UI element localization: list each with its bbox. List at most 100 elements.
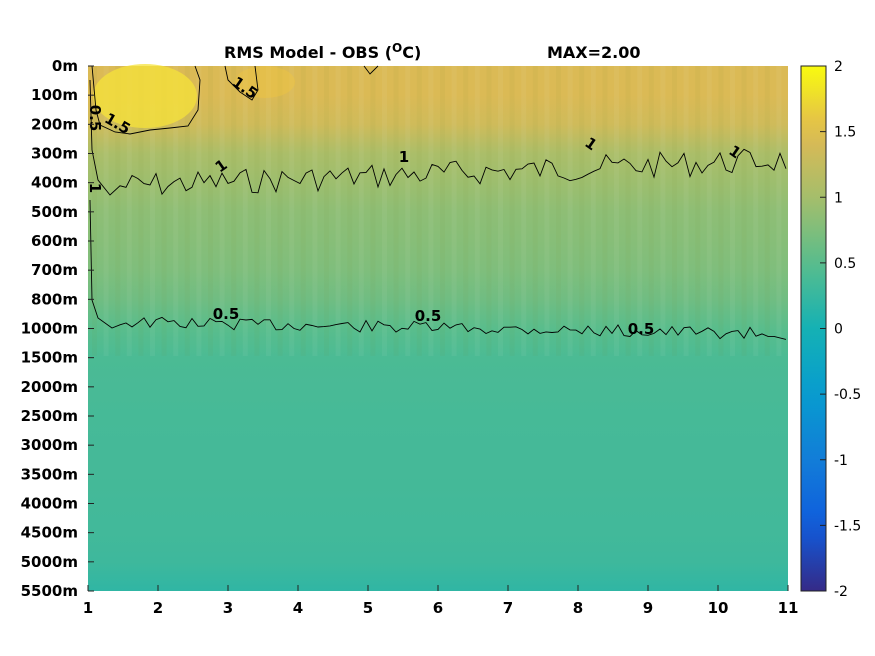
variability-band — [451, 66, 457, 356]
x-tick-label: 2 — [153, 599, 163, 617]
x-tick-label: 5 — [363, 599, 373, 617]
x-tick-label: 6 — [433, 599, 443, 617]
y-tick-label: 800m — [31, 290, 78, 308]
variability-band — [486, 66, 492, 356]
variability-band — [625, 66, 631, 356]
chart-title-main: RMS Model - OBS ( — [224, 43, 392, 62]
variability-band — [324, 66, 329, 356]
variability-band — [602, 66, 608, 356]
variability-band — [184, 66, 190, 356]
x-tick-label: 9 — [643, 599, 653, 617]
colorbar-tick-label: 1 — [834, 190, 843, 206]
variability-band — [405, 66, 411, 356]
variability-band — [208, 66, 213, 356]
y-tick-label: 300m — [31, 145, 78, 163]
contour-line-1-5 — [91, 65, 201, 135]
x-axis-ticks: 1 2 3 4 5 6 7 8 9 10 11 — [83, 585, 798, 617]
x-tick-label: 10 — [708, 599, 729, 617]
variability-band — [266, 66, 271, 356]
variability-band — [556, 66, 561, 356]
x-tick-label: 3 — [223, 599, 233, 617]
variability-band — [440, 66, 445, 356]
variability-band — [126, 66, 132, 356]
contour-label: 0.5 — [86, 105, 104, 132]
variability-band — [567, 66, 573, 356]
variability-band — [498, 66, 503, 356]
variability-band — [231, 66, 237, 356]
y-tick-label: 1000m — [21, 320, 78, 338]
variability-band — [695, 66, 701, 356]
max-hotspot — [93, 64, 197, 128]
contour-line-1 — [89, 79, 787, 196]
variability-band — [254, 66, 260, 356]
y-tick-label: 4000m — [21, 495, 78, 513]
variability-band — [683, 66, 689, 356]
colorbar-tick-label: 0 — [834, 322, 843, 338]
y-tick-label: 100m — [31, 86, 78, 104]
variability-band — [741, 66, 747, 356]
variability-band — [219, 66, 225, 356]
variability-band — [544, 66, 550, 356]
contour-label: 0.5 — [213, 305, 240, 323]
variability-band — [753, 66, 759, 356]
contour-line-1-5-fragment — [224, 65, 259, 101]
variability-band — [706, 66, 712, 356]
contour-line-1-5-fragment — [363, 65, 379, 75]
variability-band — [614, 66, 619, 356]
variability-band — [242, 66, 248, 356]
variability-band — [173, 66, 179, 356]
x-tick-label: 1 — [83, 599, 93, 617]
variability-band — [532, 66, 538, 356]
contour-label: 0.5 — [628, 320, 655, 338]
variability-band — [382, 66, 387, 356]
variability-band — [648, 66, 654, 356]
variability-band — [312, 66, 318, 356]
variability-band — [590, 66, 596, 356]
variability-band — [138, 66, 144, 356]
variability-band — [428, 66, 434, 356]
variability-band — [463, 66, 469, 356]
y-tick-label: 3500m — [21, 465, 78, 483]
variability-band — [289, 66, 295, 356]
variability-band — [509, 66, 515, 356]
variability-band — [196, 66, 202, 356]
variability-band — [335, 66, 341, 356]
chart-title-unit-superscript: O — [392, 41, 402, 55]
variability-band — [637, 66, 643, 356]
variability-band — [277, 66, 283, 356]
y-tick-label: 400m — [31, 174, 78, 192]
x-tick-label: 7 — [503, 599, 513, 617]
variability-band — [161, 66, 167, 356]
colorbar-tick-label: 0.5 — [834, 256, 856, 272]
variability-band — [660, 66, 666, 356]
contour-line-0-5 — [89, 199, 787, 340]
heatmap-field — [88, 66, 788, 591]
variability-band — [776, 66, 782, 356]
colorbar-tick-label: 1.5 — [834, 125, 856, 141]
y-tick-label: 500m — [31, 203, 78, 221]
y-tick-label: 600m — [31, 232, 78, 250]
contour-label: 1 — [399, 148, 409, 166]
variability-band — [370, 66, 376, 356]
y-tick-label: 4500m — [21, 524, 78, 542]
colorbar-tick-label: -1 — [834, 453, 848, 469]
variability-band — [300, 66, 306, 356]
colorbar-tick-label: -0.5 — [834, 387, 861, 403]
variability-band — [764, 66, 770, 356]
colorbar-tick-label: 2 — [834, 59, 843, 75]
contour-lines — [89, 65, 787, 340]
x-tick-label: 4 — [293, 599, 303, 617]
variability-band — [672, 66, 677, 356]
y-tick-label: 2500m — [21, 407, 78, 425]
colorbar: 2 1.5 1 0.5 0 -0.5 -1 -1.5 -2 — [800, 59, 861, 600]
y-tick-label: 3000m — [21, 436, 78, 454]
variability-band — [416, 66, 422, 356]
chart-title: RMS Model - OBS (OC) — [224, 41, 421, 62]
variability-band — [92, 66, 97, 356]
y-tick-label: 5000m — [21, 553, 78, 571]
chart-max-label: MAX=2.00 — [547, 43, 641, 62]
variability-band — [150, 66, 155, 356]
variability-band — [730, 66, 735, 356]
variability-band — [521, 66, 527, 356]
